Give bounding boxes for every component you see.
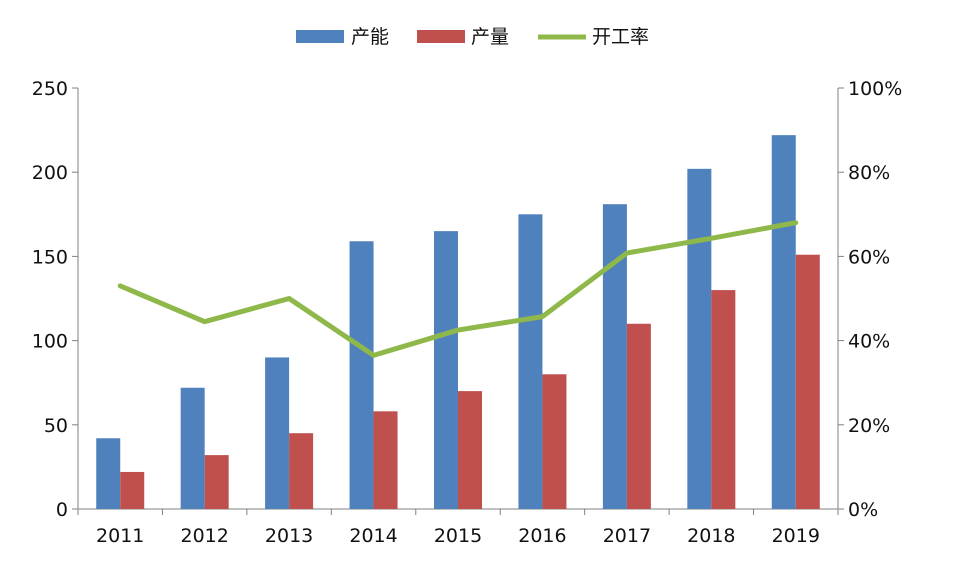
output-bar-2016 — [542, 374, 567, 509]
x-tick-label: 2012 — [180, 525, 228, 547]
left-tick-label: 250 — [32, 78, 68, 100]
left-y-axis-ticks: 0 50 100 150 200 250 — [32, 78, 78, 521]
legend-label-capacity: 产能 — [351, 26, 389, 48]
left-tick-label: 150 — [32, 246, 68, 268]
x-tick-label: 2013 — [265, 525, 313, 547]
x-tick-label: 2018 — [687, 525, 735, 547]
capacity-bar-2017 — [602, 204, 627, 510]
right-tick-label: 60% — [848, 246, 890, 268]
output-bar-2014 — [373, 411, 398, 509]
output-bar-2012 — [204, 455, 229, 509]
capacity-bar-2018 — [687, 168, 712, 509]
x-tick-label: 2017 — [603, 525, 651, 547]
x-tick-label: 2011 — [96, 525, 144, 547]
legend-item-capacity: 产能 — [296, 26, 389, 48]
utilization-point-2014 — [372, 353, 376, 357]
utilization-line-layer — [117, 220, 799, 358]
legend-item-output: 产量 — [417, 26, 509, 48]
x-axis-ticks: 2011 2012 2013 2014 2015 2016 2017 2018 2019 — [77, 509, 839, 547]
x-tick-label: 2015 — [434, 525, 482, 547]
left-tick-label: 200 — [32, 162, 68, 184]
utilization-point-2012 — [203, 320, 207, 324]
utilization-point-2019 — [794, 221, 798, 225]
left-tick-label: 100 — [32, 331, 68, 353]
right-tick-label: 20% — [848, 415, 890, 437]
right-tick-label: 80% — [848, 162, 890, 184]
bars — [96, 135, 820, 510]
right-tick-label: 0% — [848, 499, 878, 521]
right-y-axis-ticks: 0% 20% 40% 60% 80% 100% — [838, 78, 902, 521]
left-tick-label: 50 — [44, 415, 68, 437]
capacity-bar-2012 — [180, 387, 205, 509]
legend-item-utilization: 开工率 — [538, 26, 649, 48]
capacity-bar-2011 — [96, 438, 121, 509]
utilization-point-2016 — [540, 315, 544, 319]
capacity-bar-2016 — [518, 214, 543, 510]
output-bar-2017 — [626, 323, 651, 509]
utilization-point-2013 — [287, 297, 291, 300]
right-tick-label: 40% — [848, 331, 890, 353]
x-tick-label: 2019 — [772, 525, 820, 547]
capacity-bar-2013 — [265, 357, 290, 509]
output-bar-2019 — [795, 254, 820, 509]
x-tick-label: 2016 — [518, 525, 566, 547]
utilization-point-2017 — [625, 251, 629, 255]
utilization-point-2018 — [709, 236, 713, 240]
output-bar-2015 — [458, 391, 482, 509]
capacity-bar-2015 — [434, 231, 458, 509]
output-bar-2011 — [120, 471, 145, 509]
x-tick-label: 2014 — [349, 525, 397, 547]
legend-label-output: 产量 — [471, 26, 509, 48]
left-tick-label: 0 — [56, 499, 68, 521]
legend-swatch-output — [417, 30, 465, 43]
utilization-point-2015 — [456, 328, 460, 332]
capacity-bar-2019 — [771, 135, 796, 510]
output-bar-2018 — [711, 290, 736, 509]
legend: 产能 产量 开工率 — [296, 26, 649, 48]
legend-swatch-capacity — [296, 30, 344, 43]
output-bar-2013 — [289, 433, 314, 509]
right-tick-label: 100% — [848, 78, 902, 100]
capacity-bar-2014 — [349, 241, 374, 509]
utilization-point-2011 — [118, 284, 122, 288]
legend-label-utilization: 开工率 — [592, 26, 649, 48]
